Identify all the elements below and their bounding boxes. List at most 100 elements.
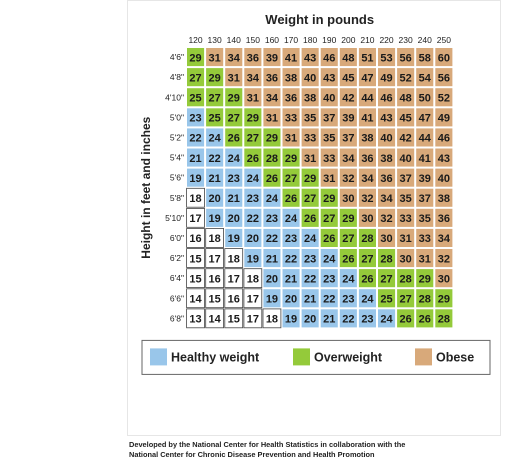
bmi-cell bbox=[281, 147, 301, 168]
bmi-value: 23 bbox=[361, 314, 373, 326]
bmi-value: 40 bbox=[323, 92, 335, 104]
bmi-cell bbox=[319, 268, 339, 289]
bmi-value: 34 bbox=[247, 72, 260, 84]
bmi-value: 31 bbox=[285, 133, 297, 145]
bmi-value: 27 bbox=[285, 173, 297, 185]
bmi-cell bbox=[243, 308, 263, 329]
bmi-value: 40 bbox=[400, 153, 412, 165]
bmi-value: 19 bbox=[189, 173, 201, 185]
bmi-value: 27 bbox=[228, 113, 240, 125]
bmi-value: 23 bbox=[323, 273, 335, 285]
bmi-cell bbox=[262, 147, 282, 168]
bmi-value: 21 bbox=[323, 314, 335, 326]
height-tick-label: 5'10" bbox=[165, 213, 184, 223]
bmi-value: 27 bbox=[304, 193, 316, 205]
bmi-value: 24 bbox=[285, 213, 298, 225]
bmi-cell bbox=[224, 228, 244, 248]
bmi-value: 24 bbox=[380, 314, 393, 326]
bmi-cell bbox=[377, 268, 396, 289]
bmi-cell bbox=[243, 107, 263, 128]
bmi-cell bbox=[358, 268, 377, 289]
chart-title: Weight in pounds bbox=[265, 12, 374, 27]
bmi-cell bbox=[205, 127, 224, 148]
bmi-value: 23 bbox=[266, 213, 278, 225]
bmi-cell bbox=[377, 228, 396, 248]
bmi-value: 21 bbox=[304, 293, 316, 305]
bmi-cell bbox=[281, 228, 301, 248]
bmi-cell bbox=[262, 207, 282, 228]
weight-tick-label: 220 bbox=[379, 35, 393, 45]
bmi-cell bbox=[319, 127, 339, 148]
bmi-cell bbox=[243, 167, 263, 188]
bmi-value: 29 bbox=[438, 293, 450, 305]
bmi-value: 17 bbox=[209, 253, 221, 265]
bmi-cell bbox=[358, 107, 377, 128]
bmi-value: 29 bbox=[209, 72, 221, 84]
bmi-cell bbox=[186, 47, 205, 67]
bmi-cell bbox=[434, 187, 454, 208]
bmi-value: 24 bbox=[304, 233, 317, 245]
bmi-cell bbox=[205, 187, 224, 208]
weight-tick-label: 170 bbox=[284, 35, 298, 45]
bmi-value: 48 bbox=[400, 92, 412, 104]
bmi-cell bbox=[224, 147, 244, 168]
bmi-value: 37 bbox=[400, 173, 412, 185]
bmi-value: 26 bbox=[419, 314, 431, 326]
height-tick-label: 5'4" bbox=[170, 153, 184, 163]
bmi-value: 36 bbox=[361, 153, 373, 165]
bmi-cell bbox=[415, 147, 435, 168]
bmi-value: 21 bbox=[285, 273, 297, 285]
bmi-value: 23 bbox=[228, 173, 240, 185]
bmi-value: 35 bbox=[419, 213, 431, 225]
bmi-value: 24 bbox=[247, 173, 260, 185]
weight-tick-label: 120 bbox=[188, 35, 202, 45]
bmi-value: 33 bbox=[304, 133, 316, 145]
bmi-cell bbox=[396, 67, 416, 87]
bmi-value: 18 bbox=[228, 253, 240, 265]
bmi-value: 19 bbox=[247, 253, 259, 265]
bmi-value: 20 bbox=[285, 293, 297, 305]
bmi-cell bbox=[338, 187, 358, 208]
bmi-cell bbox=[396, 308, 416, 329]
bmi-value: 23 bbox=[247, 193, 259, 205]
bmi-cell bbox=[281, 67, 301, 87]
bmi-value: 35 bbox=[323, 133, 335, 145]
bmi-value: 23 bbox=[189, 113, 201, 125]
bmi-value: 27 bbox=[209, 92, 221, 104]
height-tick-label: 5'2" bbox=[170, 132, 184, 142]
bmi-cell bbox=[415, 167, 435, 188]
height-tick-label: 6'6" bbox=[170, 293, 184, 303]
bmi-value: 30 bbox=[342, 193, 354, 205]
bmi-cell bbox=[205, 107, 224, 128]
bmi-cell bbox=[319, 228, 339, 248]
bmi-cell bbox=[338, 87, 358, 108]
bmi-cell bbox=[262, 228, 282, 248]
bmi-cell bbox=[377, 127, 396, 148]
weight-tick-label: 230 bbox=[399, 35, 413, 45]
bmi-cell bbox=[396, 107, 416, 128]
bmi-cell bbox=[396, 167, 416, 188]
bmi-cell bbox=[224, 167, 244, 188]
legend-label: Healthy weight bbox=[171, 350, 260, 364]
bmi-cell bbox=[281, 167, 301, 188]
bmi-value: 32 bbox=[380, 213, 392, 225]
bmi-cell bbox=[205, 87, 224, 108]
bmi-value: 26 bbox=[342, 253, 354, 265]
bmi-value: 31 bbox=[323, 173, 335, 185]
bmi-value: 29 bbox=[419, 273, 431, 285]
bmi-cell bbox=[186, 87, 205, 108]
bmi-value: 14 bbox=[189, 293, 202, 305]
bmi-cell bbox=[224, 47, 244, 67]
bmi-cell bbox=[186, 228, 205, 248]
bmi-cell bbox=[186, 167, 205, 188]
bmi-cell bbox=[205, 47, 224, 67]
bmi-value: 30 bbox=[400, 253, 412, 265]
bmi-cell bbox=[224, 87, 244, 108]
bmi-cell bbox=[338, 107, 358, 128]
bmi-value: 24 bbox=[342, 273, 355, 285]
bmi-cell bbox=[262, 87, 282, 108]
bmi-chart-panel: Weight in pounds Height in feet and inche… bbox=[127, 0, 501, 436]
bmi-value: 22 bbox=[209, 153, 221, 165]
bmi-value: 30 bbox=[438, 273, 450, 285]
bmi-value: 22 bbox=[266, 233, 278, 245]
